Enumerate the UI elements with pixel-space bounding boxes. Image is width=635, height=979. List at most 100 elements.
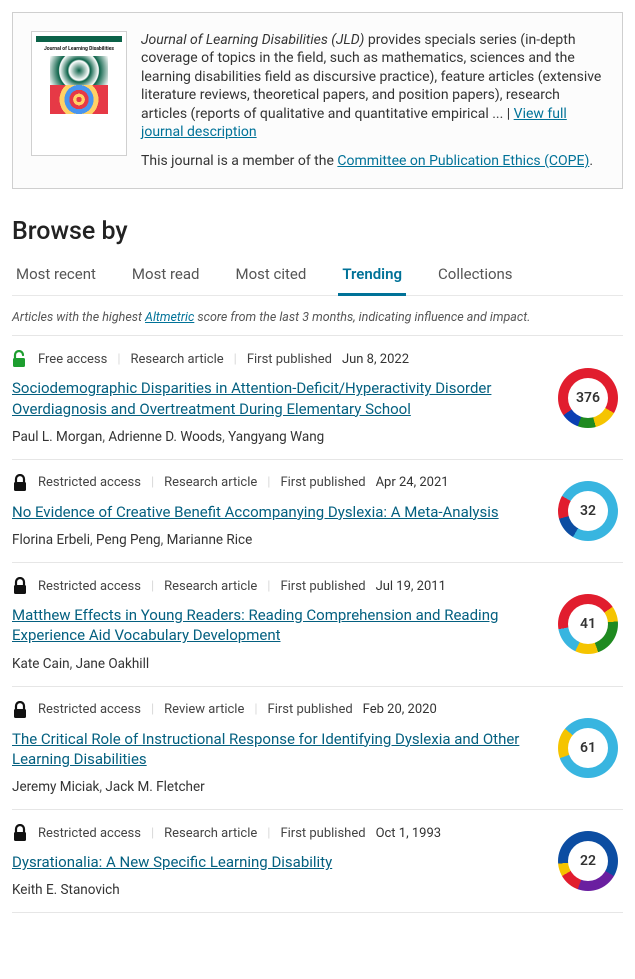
separator: | (151, 826, 154, 841)
altmetric-badge[interactable]: 61 (558, 718, 618, 778)
article-type-label: Research article (164, 826, 257, 841)
tab-collections[interactable]: Collections (434, 265, 517, 296)
author-name[interactable]: Marianne Rice (167, 532, 253, 548)
altmetric-score: 61 (580, 740, 596, 756)
article-meta-row: Free access | Research article | First p… (12, 350, 543, 368)
altmetric-score: 22 (580, 853, 596, 869)
author-name[interactable]: Jeremy Miciak (12, 779, 99, 795)
altmetric-link[interactable]: Altmetric (145, 310, 194, 325)
article-meta-row: Restricted access | Review article | Fir… (12, 701, 543, 719)
access-type-label: Free access (38, 352, 107, 367)
article-meta-row: Restricted access | Research article | F… (12, 824, 543, 842)
author-name[interactable]: Peng Peng (96, 532, 161, 548)
subnote-suffix: score from the last 3 months, indicating… (194, 310, 530, 325)
access-type-label: Restricted access (38, 702, 141, 717)
altmetric-badge[interactable]: 41 (558, 594, 618, 654)
separator: | (507, 106, 510, 122)
article-title: Matthew Effects in Young Readers: Readin… (12, 605, 543, 646)
unlock-icon (12, 350, 28, 368)
tab-trending[interactable]: Trending (338, 265, 406, 296)
access-type-label: Restricted access (38, 579, 141, 594)
author-name[interactable]: Florina Erbeli (12, 532, 90, 548)
articles-list: Free access | Research article | First p… (12, 336, 623, 913)
first-published-label: First published (280, 826, 365, 841)
article-title: Dysrationalia: A New Specific Learning D… (12, 852, 543, 872)
separator: | (151, 475, 154, 490)
browse-tabs: Most recent Most read Most cited Trendin… (12, 264, 623, 296)
article-title-link[interactable]: Sociodemographic Disparities in Attentio… (12, 379, 491, 417)
tab-most-read[interactable]: Most read (128, 265, 204, 296)
article-meta-row: Restricted access | Research article | F… (12, 474, 543, 492)
lock-icon (12, 474, 28, 492)
article-authors: Jeremy Miciak, Jack M. Fletcher (12, 779, 543, 795)
article-authors: Kate Cain, Jane Oakhill (12, 656, 543, 672)
lock-icon (12, 824, 28, 842)
first-published-label: First published (280, 579, 365, 594)
article-title-link[interactable]: Matthew Effects in Young Readers: Readin… (12, 606, 498, 644)
journal-cover-thumbnail[interactable]: Journal of Learning Disabilities (31, 31, 127, 156)
author-name[interactable]: Jane Oakhill (76, 656, 150, 672)
author-name[interactable]: Kate Cain (12, 656, 70, 672)
separator: | (234, 352, 237, 367)
author-name[interactable]: Adrienne D. Woods (108, 429, 222, 445)
article-row: Free access | Research article | First p… (12, 336, 623, 460)
cover-title-bar (36, 36, 122, 42)
publish-date: Apr 24, 2021 (376, 475, 449, 490)
browse-by-heading: Browse by (12, 217, 623, 246)
altmetric-score: 32 (580, 503, 596, 519)
altmetric-badge[interactable]: 376 (558, 368, 618, 428)
author-name[interactable]: Keith E. Stanovich (12, 882, 120, 898)
first-published-label: First published (268, 702, 353, 717)
article-row: Restricted access | Research article | F… (12, 810, 623, 913)
article-type-label: Research article (164, 579, 257, 594)
cope-member-prefix: This journal is a member of the (141, 153, 337, 169)
author-name[interactable]: Yangyang Wang (228, 429, 324, 445)
author-name[interactable]: Jack M. Fletcher (105, 779, 204, 795)
separator: | (117, 352, 120, 367)
altmetric-badge[interactable]: 32 (558, 481, 618, 541)
trending-subnote: Articles with the highest Altmetric scor… (12, 310, 623, 325)
tab-most-recent[interactable]: Most recent (12, 265, 100, 296)
publish-date: Oct 1, 1993 (376, 826, 442, 841)
publish-date: Jun 8, 2022 (342, 352, 409, 367)
first-published-label: First published (280, 475, 365, 490)
article-type-label: Research article (131, 352, 224, 367)
altmetric-badge[interactable]: 22 (558, 831, 618, 891)
separator: | (254, 702, 257, 717)
cope-member-suffix: . (589, 153, 593, 169)
article-authors: Keith E. Stanovich (12, 882, 543, 898)
article-title: Sociodemographic Disparities in Attentio… (12, 378, 543, 419)
cover-title-text: Journal of Learning Disabilities (44, 46, 114, 52)
journal-description: Journal of Learning Disabilities (JLD) p… (141, 31, 604, 170)
article-title-link[interactable]: No Evidence of Creative Benefit Accompan… (12, 503, 499, 521)
separator: | (267, 826, 270, 841)
separator: | (267, 475, 270, 490)
article-meta-row: Restricted access | Research article | F… (12, 577, 543, 595)
access-type-label: Restricted access (38, 826, 141, 841)
separator: | (151, 702, 154, 717)
first-published-label: First published (247, 352, 332, 367)
subnote-prefix: Articles with the highest (12, 310, 145, 325)
tab-most-cited[interactable]: Most cited (231, 265, 310, 296)
lock-icon (12, 577, 28, 595)
author-name[interactable]: Paul L. Morgan (12, 429, 102, 445)
publish-date: Jul 19, 2011 (376, 579, 446, 594)
article-title-link[interactable]: The Critical Role of Instructional Respo… (12, 730, 519, 768)
altmetric-score: 41 (580, 616, 596, 632)
access-type-label: Restricted access (38, 475, 141, 490)
article-title: The Critical Role of Instructional Respo… (12, 729, 543, 770)
article-authors: Paul L. Morgan, Adrienne D. Woods, Yangy… (12, 429, 543, 445)
publish-date: Feb 20, 2020 (363, 702, 437, 717)
article-type-label: Research article (164, 475, 257, 490)
article-type-label: Review article (164, 702, 244, 717)
article-row: Restricted access | Research article | F… (12, 460, 623, 563)
separator: | (151, 579, 154, 594)
article-title-link[interactable]: Dysrationalia: A New Specific Learning D… (12, 853, 332, 871)
article-row: Restricted access | Research article | F… (12, 563, 623, 687)
cope-link[interactable]: Committee on Publication Ethics (COPE) (337, 153, 589, 169)
journal-title-emphasis: Journal of Learning Disabilities (JLD) (141, 32, 364, 48)
lock-icon (12, 701, 28, 719)
altmetric-score: 376 (576, 390, 600, 406)
cover-art (50, 56, 108, 114)
article-title: No Evidence of Creative Benefit Accompan… (12, 502, 543, 522)
